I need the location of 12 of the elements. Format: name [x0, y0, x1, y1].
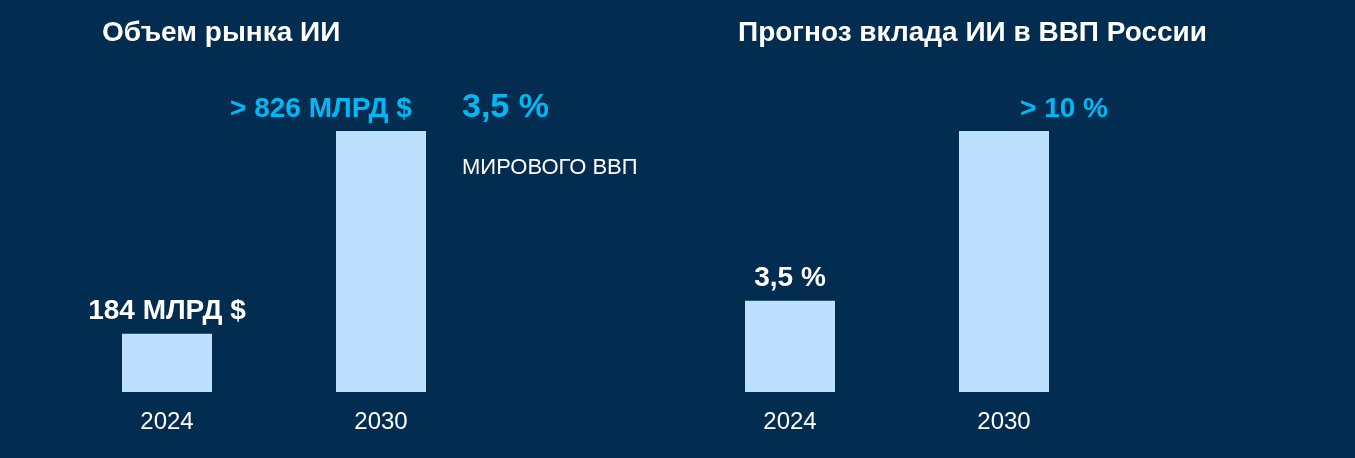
annotation: МИРОВОГО ВВП [462, 153, 638, 179]
text: 3,5 % [462, 86, 549, 124]
x-tick-label: 2024 [140, 406, 194, 434]
chart-title: Прогноз вклада ИИ в ВВП России [738, 15, 1208, 47]
x-tick-label: 2030 [977, 406, 1031, 434]
x-tick-label: 2024 [763, 406, 817, 434]
x-tick-label: 2030 [354, 406, 408, 434]
data-label: > 826 МЛРД $ [230, 91, 413, 123]
data-label: 3,5 % [754, 261, 826, 293]
chart-title: Объем рынка ИИ [102, 15, 341, 47]
data-label: 184 МЛРД $ [88, 294, 247, 326]
data-label: > 10 % [1020, 91, 1109, 123]
